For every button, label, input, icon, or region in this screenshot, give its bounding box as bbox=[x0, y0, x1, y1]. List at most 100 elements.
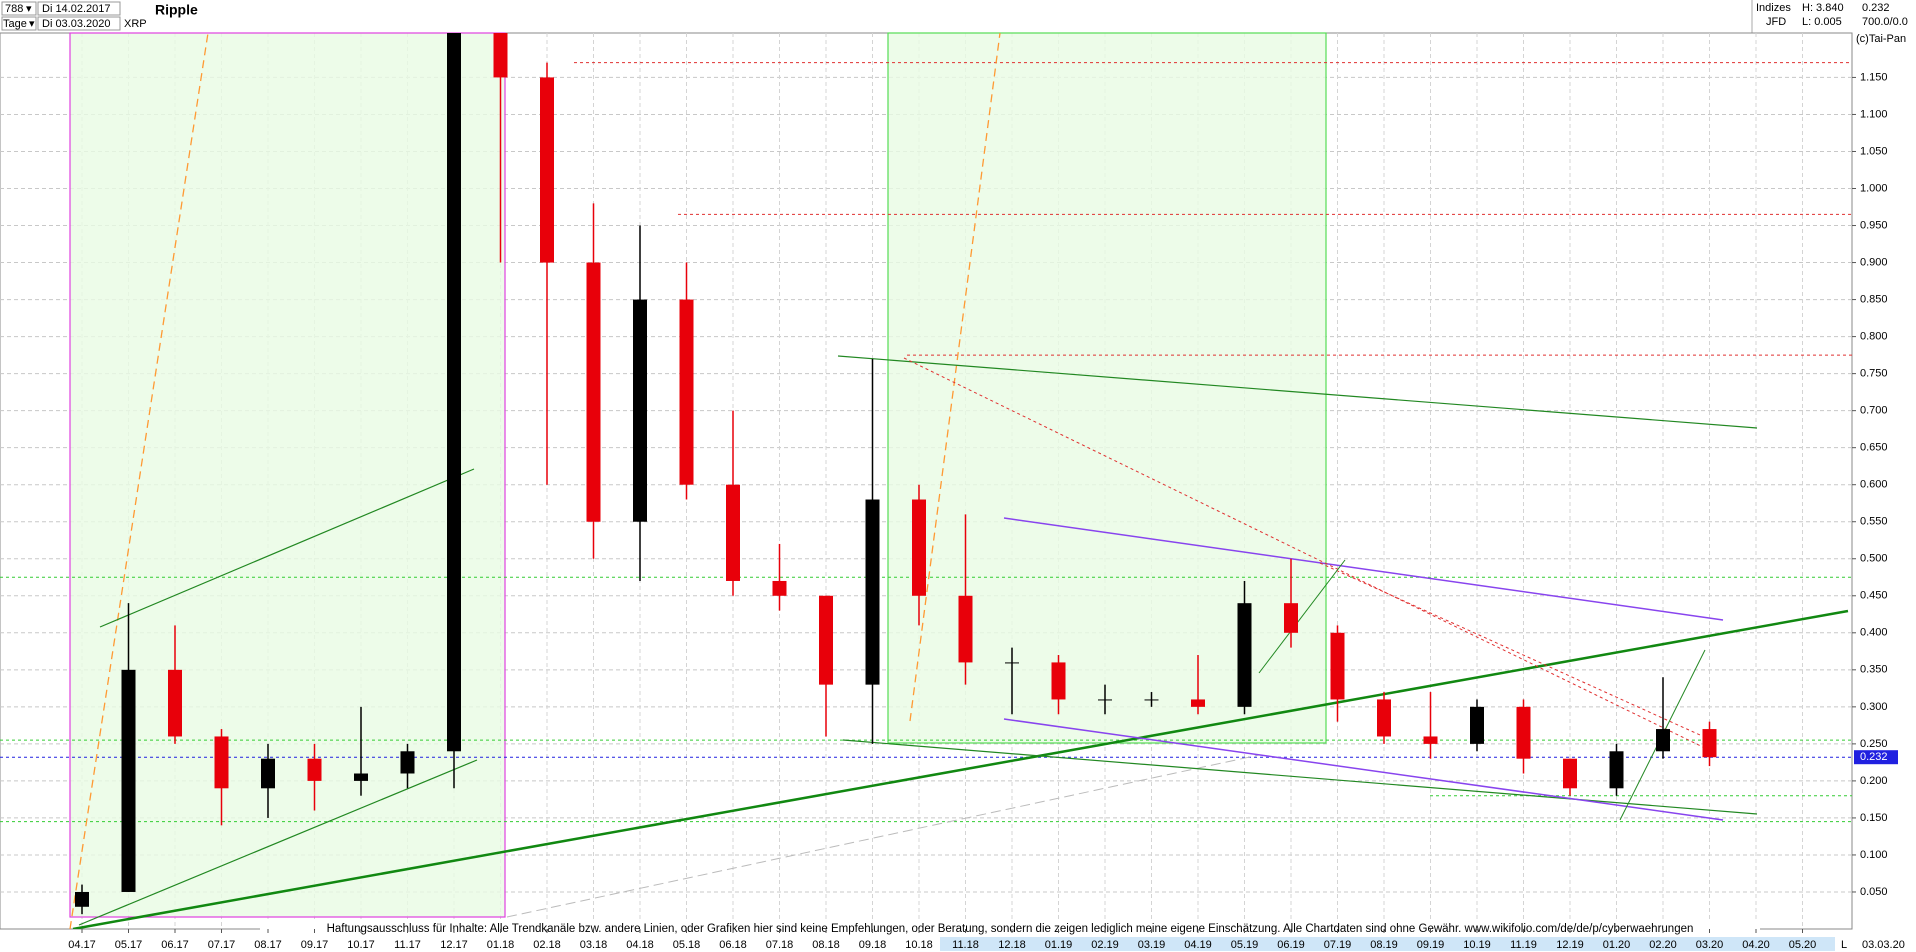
y-tick-label: 0.450 bbox=[1860, 590, 1888, 602]
candle-body bbox=[493, 33, 508, 78]
x-axis-highlight bbox=[940, 937, 1835, 951]
x-tick-label: 03.20 bbox=[1696, 939, 1724, 951]
zone bbox=[887, 32, 1327, 744]
candle-body bbox=[912, 499, 926, 596]
last-price-label: 0.232 bbox=[1860, 751, 1888, 763]
unit: Tage bbox=[3, 18, 27, 30]
candle-body bbox=[447, 33, 461, 752]
trend-line bbox=[1003, 718, 1724, 821]
candle-body bbox=[354, 773, 368, 781]
trend-line bbox=[1003, 517, 1724, 621]
disclaimer: Haftungsausschluss für Inhalte: Alle Tre… bbox=[327, 923, 1694, 935]
candle-body bbox=[540, 77, 554, 263]
x-tick-label: 06.17 bbox=[161, 939, 189, 951]
candle-body bbox=[1144, 699, 1159, 701]
candle-body bbox=[865, 499, 880, 685]
y-tick-label: 0.550 bbox=[1860, 516, 1888, 528]
x-tick-label: 02.20 bbox=[1649, 939, 1677, 951]
header-low: L: 0.005 bbox=[1802, 16, 1842, 28]
candle-body bbox=[586, 262, 601, 522]
candle-body bbox=[1284, 603, 1298, 633]
y-tick-label: 0.500 bbox=[1860, 553, 1888, 565]
candle-body bbox=[1423, 736, 1438, 744]
x-tick-label: 11.17 bbox=[394, 939, 421, 951]
x-tick-label: 02.19 bbox=[1091, 939, 1119, 951]
period: 788 bbox=[5, 3, 23, 15]
x-tick-label: 03.19 bbox=[1138, 939, 1166, 951]
y-tick-label: 0.750 bbox=[1860, 368, 1888, 380]
x-tick-label: 05.18 bbox=[673, 939, 701, 951]
x-tick-label: 04.17 bbox=[68, 939, 96, 951]
x-tick-label: 08.19 bbox=[1370, 939, 1398, 951]
y-tick-label: 0.050 bbox=[1860, 886, 1888, 898]
dropdown-arrow: ▾ bbox=[29, 18, 35, 30]
candle-body bbox=[1051, 662, 1066, 700]
y-tick-label: 0.300 bbox=[1860, 701, 1888, 713]
y-tick-label: 0.900 bbox=[1860, 256, 1888, 268]
x-tick-label: 03.18 bbox=[580, 939, 608, 951]
x-tick-label: 12.18 bbox=[998, 939, 1026, 951]
y-tick-label: 1.050 bbox=[1860, 145, 1888, 157]
zone bbox=[69, 32, 506, 918]
candle-body bbox=[1330, 632, 1345, 700]
last-price-box bbox=[1854, 750, 1898, 765]
candle-body bbox=[1098, 699, 1112, 701]
x-tick-label: 10.17 bbox=[347, 939, 375, 951]
trend-line bbox=[506, 754, 1260, 918]
unit-box[interactable] bbox=[1, 16, 37, 31]
candle-body bbox=[772, 580, 787, 596]
candle-body bbox=[307, 758, 322, 781]
x-tick-label: 04.18 bbox=[626, 939, 654, 951]
y-tick-label: 0.950 bbox=[1860, 219, 1888, 231]
x-tick-label: 10.18 bbox=[905, 939, 933, 951]
candle-body bbox=[633, 299, 647, 522]
candle-body bbox=[400, 751, 415, 774]
x-tick-label: 08.17 bbox=[254, 939, 282, 951]
trend-line bbox=[842, 739, 1758, 815]
index-label: Indizes bbox=[1756, 2, 1791, 14]
x-tick-label: 11.19 bbox=[1510, 939, 1537, 951]
candle-body bbox=[1563, 758, 1577, 789]
x-tick-label: 09.18 bbox=[859, 939, 887, 951]
x-tick-label: 04.20 bbox=[1742, 939, 1770, 951]
y-tick-label: 0.350 bbox=[1860, 664, 1888, 676]
y-tick-label: 0.650 bbox=[1860, 442, 1888, 454]
y-tick-label: 0.400 bbox=[1860, 627, 1888, 639]
candle-body bbox=[1377, 699, 1391, 737]
y-tick-label: 0.200 bbox=[1860, 775, 1888, 787]
symbol: XRP bbox=[124, 18, 147, 30]
from-date: Di 14.02.2017 bbox=[42, 3, 111, 15]
x-tick-label: 12.17 bbox=[440, 939, 468, 951]
x-tick-label: 04.19 bbox=[1184, 939, 1212, 951]
x-tick-label: 01.19 bbox=[1045, 939, 1073, 951]
trend-line bbox=[1258, 559, 1346, 674]
candle-body bbox=[958, 595, 973, 663]
x-tick-label: 08.18 bbox=[812, 939, 840, 951]
candle-body bbox=[168, 669, 182, 737]
trend-line bbox=[78, 759, 478, 926]
candle-body bbox=[75, 891, 89, 907]
period-box[interactable] bbox=[1, 1, 37, 16]
chart-title: Ripple bbox=[155, 2, 198, 18]
x-tick-label: 09.19 bbox=[1417, 939, 1445, 951]
x-tick-label: 01.20 bbox=[1603, 939, 1631, 951]
from-date-box[interactable] bbox=[37, 1, 121, 16]
y-tick-label: 0.600 bbox=[1860, 479, 1888, 491]
x-tick-label: 11.18 bbox=[952, 939, 979, 951]
y-tick-label: 0.150 bbox=[1860, 812, 1888, 824]
to-date-box[interactable] bbox=[37, 16, 121, 31]
y-tick-label: 0.800 bbox=[1860, 331, 1888, 343]
y-tick-label: 0.100 bbox=[1860, 849, 1888, 861]
candle-body bbox=[1609, 751, 1624, 789]
trend-line bbox=[909, 33, 1001, 722]
x-tick-label: 06.18 bbox=[719, 939, 747, 951]
y-tick-label: 0.700 bbox=[1860, 405, 1888, 417]
x-tick-label: 06.19 bbox=[1277, 939, 1305, 951]
candle-body bbox=[1656, 729, 1670, 752]
candle-body bbox=[121, 669, 136, 892]
candle-body bbox=[1237, 603, 1252, 707]
header-high: H: 3.840 bbox=[1802, 2, 1844, 14]
y-tick-label: 0.250 bbox=[1860, 738, 1888, 750]
